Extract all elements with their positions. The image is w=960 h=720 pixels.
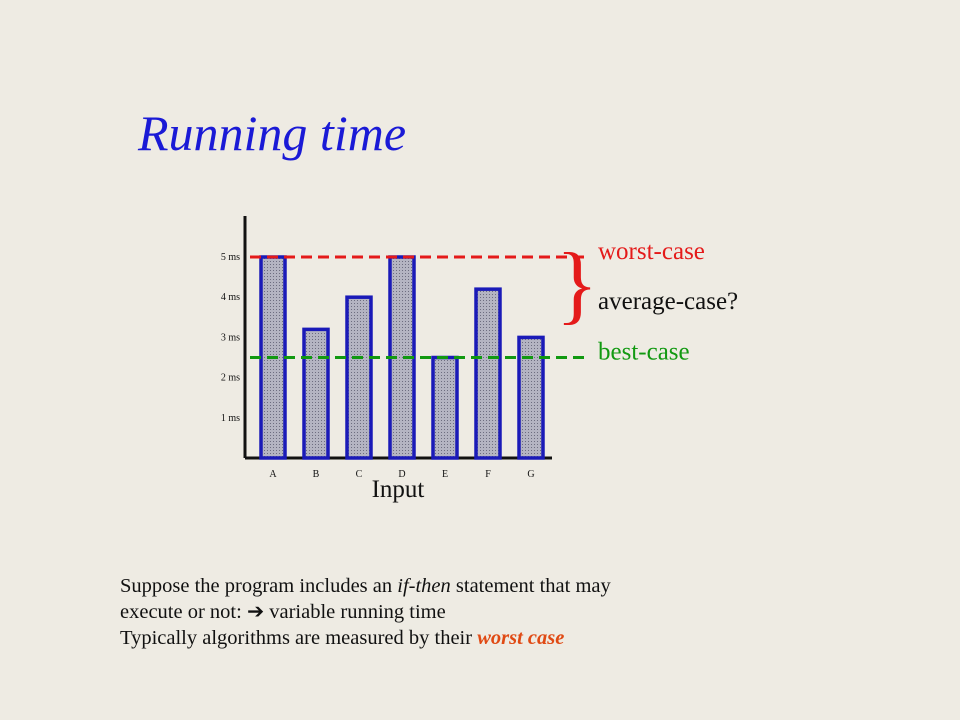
right-arrow-icon: ➔ — [246, 601, 265, 623]
y-tick-label: 2 ms — [221, 373, 240, 384]
y-tick-label: 4 ms — [221, 292, 240, 303]
best-case-label: best-case — [598, 339, 690, 366]
worst-case-text: worst case — [477, 627, 565, 649]
x-tick-label: B — [313, 469, 320, 480]
caption-line-2: execute or not: ➔ variable running time — [120, 601, 446, 623]
x-tick-label: E — [442, 469, 448, 480]
x-tick-label: D — [398, 469, 405, 480]
bar-f — [474, 287, 502, 460]
slide-title: Running time — [138, 105, 407, 161]
bar-g — [517, 335, 545, 460]
x-axis-label: Input — [372, 476, 425, 503]
worst-case-label: worst-case — [598, 238, 705, 265]
x-tick-label: F — [485, 469, 491, 480]
bar-e — [431, 355, 459, 460]
y-tick-label: 1 ms — [221, 413, 240, 424]
bar-c — [345, 295, 373, 460]
y-tick-label: 3 ms — [221, 332, 240, 343]
slide-caption: Suppose the program includes an if-then … — [120, 573, 611, 651]
average-case-label: average-case? — [598, 288, 738, 315]
bar-b — [302, 327, 330, 460]
y-tick-label: 5 ms — [221, 252, 240, 263]
average-range-brace: } — [556, 236, 598, 333]
x-tick-label: A — [269, 469, 277, 480]
caption-line-3: Typically algorithms are measured by the… — [120, 627, 565, 649]
if-then-text: if-then — [397, 575, 451, 597]
caption-line-1: Suppose the program includes an if-then … — [120, 575, 611, 597]
x-tick-label: C — [356, 469, 363, 480]
x-tick-label: G — [527, 469, 534, 480]
